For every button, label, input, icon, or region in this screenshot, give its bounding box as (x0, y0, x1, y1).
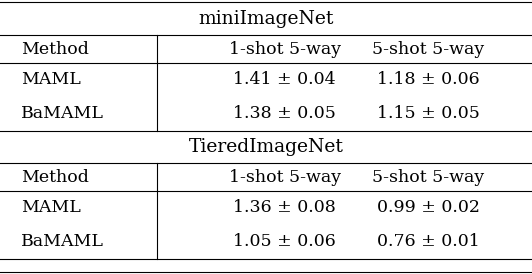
Text: 0.76 ± 0.01: 0.76 ± 0.01 (377, 233, 480, 250)
Text: TieredImageNet: TieredImageNet (188, 138, 344, 156)
Text: Method: Method (21, 41, 89, 58)
Text: miniImageNet: miniImageNet (198, 10, 334, 27)
Text: MAML: MAML (21, 199, 81, 216)
Text: BaMAML: BaMAML (21, 233, 104, 250)
Text: MAML: MAML (21, 72, 81, 89)
Text: 1.38 ± 0.05: 1.38 ± 0.05 (233, 105, 336, 122)
Text: 1-shot 5-way: 1-shot 5-way (229, 41, 340, 58)
Text: 5-shot 5-way: 5-shot 5-way (372, 169, 484, 185)
Text: 1.15 ± 0.05: 1.15 ± 0.05 (377, 105, 480, 122)
Text: 1-shot 5-way: 1-shot 5-way (229, 169, 340, 185)
Text: Method: Method (21, 169, 89, 185)
Text: 1.36 ± 0.08: 1.36 ± 0.08 (233, 199, 336, 216)
Text: 1.05 ± 0.06: 1.05 ± 0.06 (233, 233, 336, 250)
Text: 1.41 ± 0.04: 1.41 ± 0.04 (234, 72, 336, 89)
Text: 5-shot 5-way: 5-shot 5-way (372, 41, 484, 58)
Text: 1.18 ± 0.06: 1.18 ± 0.06 (377, 72, 479, 89)
Text: 0.99 ± 0.02: 0.99 ± 0.02 (377, 199, 480, 216)
Text: BaMAML: BaMAML (21, 105, 104, 122)
